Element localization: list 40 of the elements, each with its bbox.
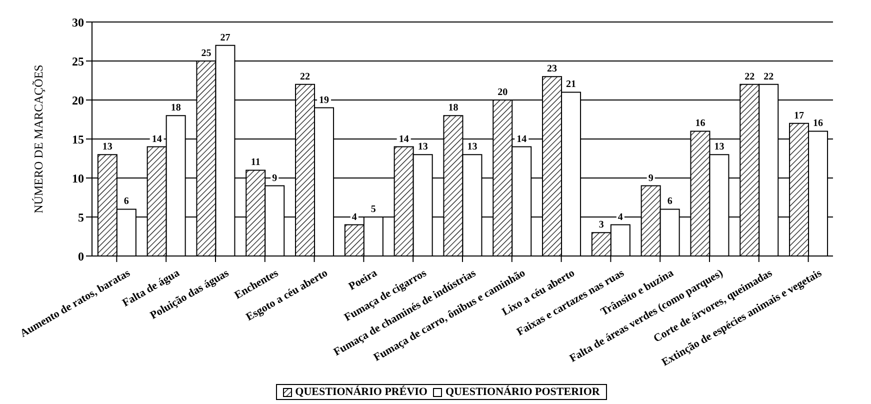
data-label: 13 (467, 142, 478, 153)
data-label: 6 (667, 196, 672, 208)
data-label: 3 (598, 220, 604, 231)
y-axis-title: NÚMERO DE MARCAÇÕES (31, 64, 46, 214)
data-label: 23 (547, 64, 558, 75)
y-tick-label: 25 (72, 54, 84, 68)
data-label: 22 (300, 71, 310, 82)
data-label: 13 (418, 142, 428, 153)
data-label: 13 (102, 142, 112, 153)
data-label: 16 (695, 118, 706, 130)
data-label: 22 (744, 71, 755, 82)
y-tick-label: 30 (72, 15, 84, 30)
y-tick-label: 0 (78, 249, 84, 264)
legend-label: QUESTIONÁRIO PRÉVIO (295, 386, 428, 398)
data-label: 11 (250, 157, 260, 168)
data-label: 4 (352, 212, 357, 223)
data-label: 19 (319, 94, 330, 106)
data-label: 14 (516, 134, 527, 145)
legend-label: QUESTIONÁRIO POSTERIOR (445, 386, 600, 398)
data-label: 9 (648, 172, 654, 184)
data-label: 18 (448, 102, 458, 114)
data-label: 9 (272, 172, 278, 184)
data-label: 6 (124, 196, 129, 208)
data-label: 18 (170, 102, 181, 114)
data-label: 21 (566, 79, 576, 90)
y-tick-label: 5 (78, 210, 84, 224)
data-label: 4 (618, 212, 623, 223)
y-tick-label: 10 (72, 171, 84, 186)
data-label: 27 (220, 32, 230, 44)
data-label: 25 (201, 48, 212, 59)
data-label: 22 (764, 71, 774, 82)
data-label: 14 (152, 134, 162, 145)
data-label: 5 (370, 204, 376, 215)
y-tick-label: 15 (72, 132, 84, 146)
data-label: 20 (498, 87, 508, 98)
data-label: 14 (398, 134, 409, 145)
y-tick-label: 20 (72, 93, 84, 108)
data-label: 16 (813, 118, 824, 130)
data-label: 17 (794, 110, 804, 122)
data-label: 13 (714, 142, 724, 153)
